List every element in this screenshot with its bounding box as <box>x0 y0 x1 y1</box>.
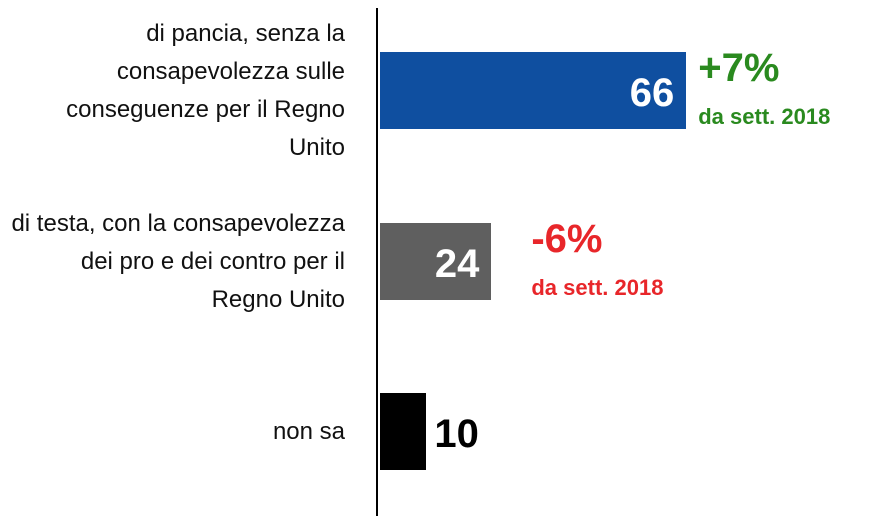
change-label: -6% <box>531 217 603 261</box>
value-label: 24 <box>434 241 480 286</box>
value-label: 10 <box>434 411 479 456</box>
category-label: di pancia, senza la consapevolezza sulle… <box>66 19 345 161</box>
value-label: 66 <box>629 70 675 115</box>
category-label: non sa <box>272 417 345 445</box>
change-label: +7% <box>698 46 780 90</box>
bar <box>380 393 427 470</box>
category-label: di testa, con la consapevolezza dei pro … <box>11 209 345 313</box>
change-note: da sett. 2018 <box>698 104 831 129</box>
bar <box>380 52 687 129</box>
change-note: da sett. 2018 <box>531 275 664 300</box>
axis-line <box>376 8 378 516</box>
bar <box>380 223 492 300</box>
